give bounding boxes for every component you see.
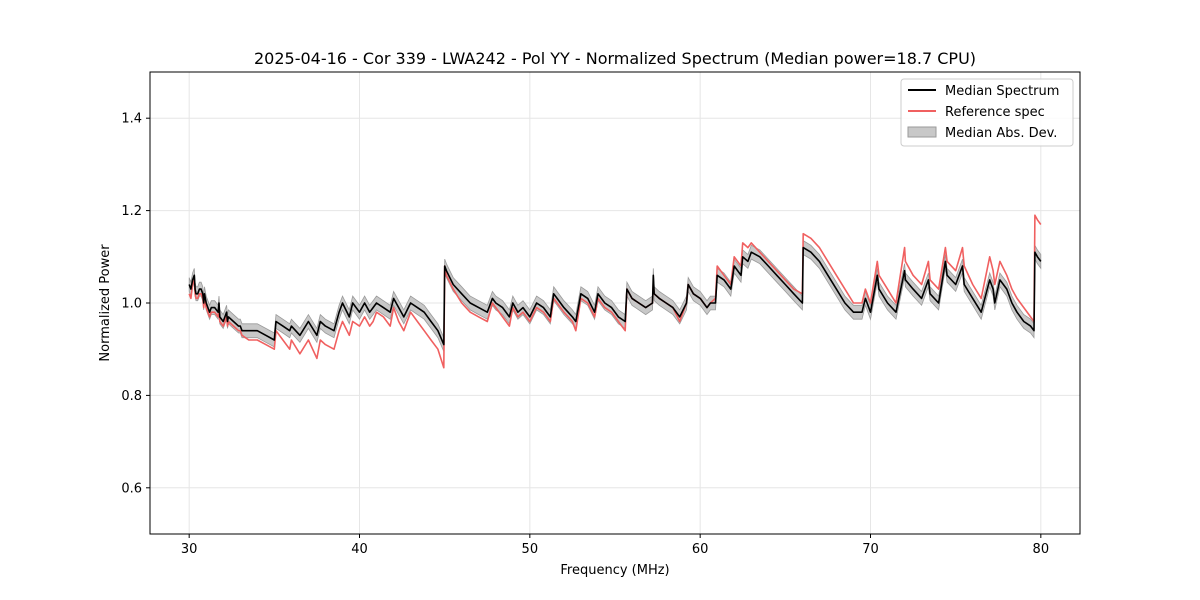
x-tick-label: 60	[692, 542, 709, 557]
x-tick-label: 80	[1033, 542, 1050, 557]
y-tick-label: 1.2	[121, 204, 142, 219]
x-tick-label: 30	[181, 542, 198, 557]
y-tick-label: 0.6	[121, 481, 142, 496]
legend-mad-label: Median Abs. Dev.	[945, 126, 1057, 141]
legend: Median Spectrum Reference spec Median Ab…	[900, 78, 1074, 147]
x-tick-label: 40	[351, 542, 368, 557]
legend-reference-label: Reference spec	[945, 105, 1045, 120]
y-axis-label: Normalized Power	[98, 244, 113, 362]
legend-mad-swatch	[907, 126, 937, 138]
x-axis-label: Frequency (MHz)	[560, 563, 669, 578]
y-tick-label: 1.0	[121, 297, 142, 312]
x-tick-label: 50	[522, 542, 539, 557]
chart-title: 2025-04-16 - Cor 339 - LWA242 - Pol YY -…	[254, 49, 976, 68]
y-tick-label: 1.4	[121, 112, 142, 127]
y-tick-label: 0.8	[121, 389, 142, 404]
median-spectrum-line	[188, 246, 1042, 346]
x-tick-label: 70	[862, 542, 879, 557]
axis-ticks: 30 40 50 60 70 80 0.6 0.8 1.0 1.2 1.4	[121, 112, 1049, 557]
reference-spectrum-line	[188, 214, 1042, 369]
legend-median-label: Median Spectrum	[945, 84, 1059, 99]
series-layer	[188, 214, 1042, 369]
legend-frame	[900, 78, 1074, 147]
